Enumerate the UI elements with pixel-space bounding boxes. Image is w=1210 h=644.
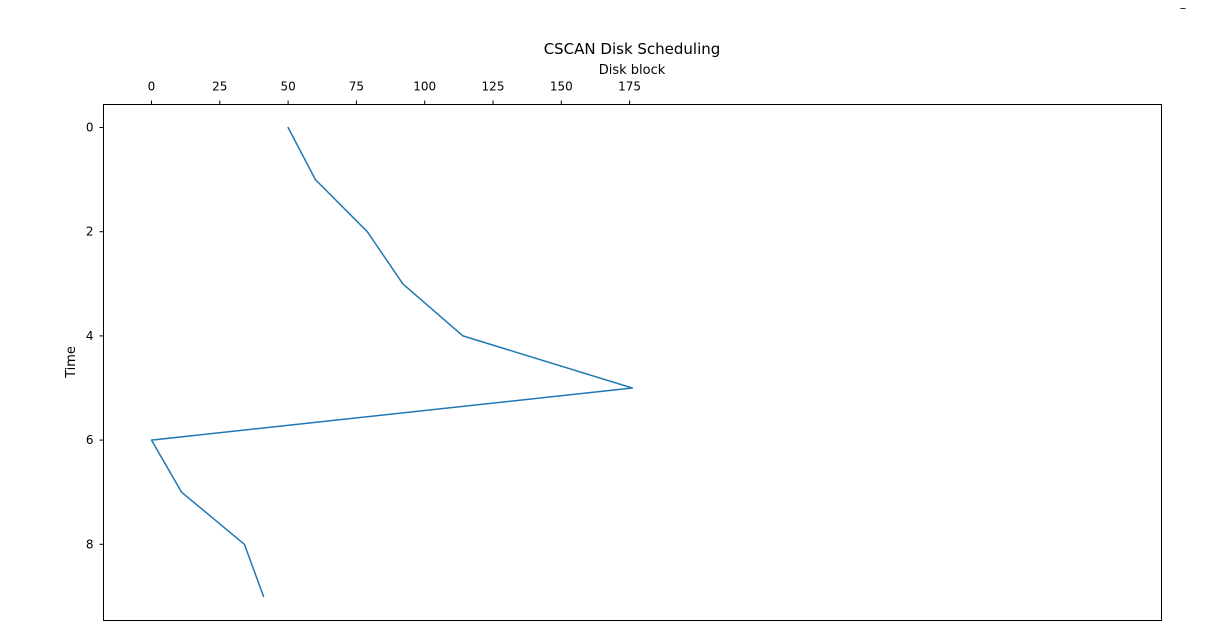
y-tick-label: 2 [86,225,94,239]
x-axis-label: Disk block [599,63,666,78]
x-axis-ticks: 0 25 50 75 100 125 150 175 [148,80,641,105]
y-axis-ticks: 0 2 4 6 8 [86,121,104,551]
y-tick-label: 8 [86,537,94,551]
x-tick-label: 0 [148,80,156,94]
series-layer [150,126,634,598]
x-tick-label: 150 [550,80,573,94]
minimize-button[interactable]: – [1179,1,1187,16]
plot-area-frame [103,104,1162,621]
x-tick-label: 25 [212,80,227,94]
x-tick-label: 75 [349,80,364,94]
y-tick-label: 6 [86,433,94,447]
x-tick-label: 100 [413,80,436,94]
x-tick-label: 125 [482,80,505,94]
x-tick-label: 50 [280,80,295,94]
series-line [150,126,634,598]
y-tick-label: 4 [86,329,94,343]
y-axis-label: Time [64,346,79,379]
chart-title: CSCAN Disk Scheduling [544,40,721,58]
x-tick-label: 175 [618,80,641,94]
y-tick-label: 0 [86,121,94,135]
